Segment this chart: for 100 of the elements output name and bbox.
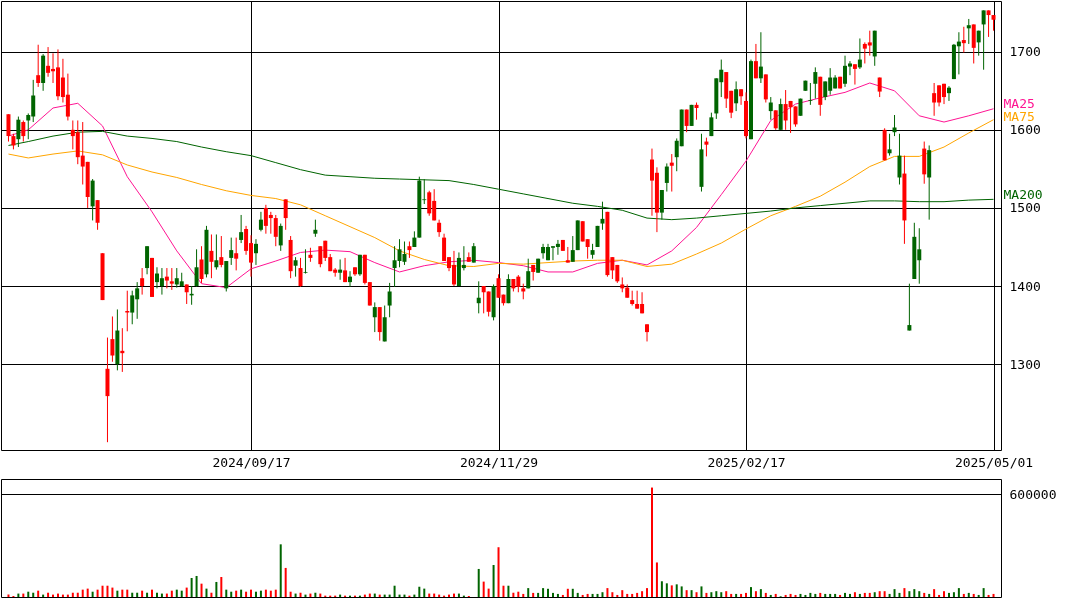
bar — [789, 593, 792, 597]
bar — [254, 591, 257, 597]
candlestick — [209, 233, 214, 279]
candlestick — [219, 235, 224, 268]
bar — [631, 593, 634, 597]
candlestick — [704, 137, 709, 157]
candlestick — [283, 198, 288, 231]
bar — [393, 585, 396, 597]
bar — [621, 590, 624, 597]
bar — [180, 590, 183, 597]
bar — [730, 593, 733, 597]
y-tick-label: 1500 — [1009, 200, 1041, 216]
bar — [794, 594, 797, 597]
bar — [581, 594, 584, 597]
bar — [685, 590, 688, 597]
bar — [665, 583, 668, 597]
bar — [759, 589, 762, 597]
bar — [245, 591, 248, 597]
series-label: MA200 — [1003, 187, 1043, 203]
candlestick — [130, 290, 135, 325]
bar — [952, 592, 955, 597]
candlestick — [966, 18, 971, 45]
bar — [913, 589, 916, 597]
bar — [551, 592, 554, 597]
bar — [710, 592, 713, 597]
candlestick — [21, 119, 26, 143]
candlestick — [278, 223, 283, 252]
bar — [992, 593, 995, 597]
candlestick — [239, 214, 244, 244]
bar — [908, 591, 911, 597]
candlestick — [793, 105, 798, 128]
candlestick — [808, 82, 813, 106]
bar — [591, 593, 594, 597]
candlestick — [570, 235, 575, 263]
bar — [561, 594, 564, 597]
bar — [240, 589, 243, 597]
candlestick — [427, 190, 432, 217]
bar — [888, 593, 891, 597]
y-tick-label: 1700 — [1009, 44, 1041, 60]
bar — [814, 593, 817, 597]
bar — [279, 544, 282, 597]
candlestick — [843, 55, 848, 88]
candlestick — [199, 245, 204, 284]
bar — [725, 591, 728, 597]
bar — [680, 586, 683, 597]
bar — [547, 588, 550, 597]
bar — [844, 592, 847, 597]
candlestick — [437, 219, 442, 238]
bar — [487, 588, 490, 597]
bar — [898, 592, 901, 597]
bar — [81, 589, 84, 597]
bar — [37, 590, 40, 597]
bar — [705, 592, 708, 597]
candlestick — [526, 258, 531, 289]
x-tick-label: 2025/05/01 — [954, 454, 1034, 470]
candlestick — [372, 301, 377, 333]
bar — [824, 593, 827, 597]
y-tick-label: 1600 — [1009, 122, 1041, 138]
candlestick — [976, 30, 981, 57]
candlestick — [541, 243, 546, 260]
bar — [938, 594, 941, 597]
candlestick — [338, 258, 343, 281]
bar — [809, 592, 812, 597]
bar — [259, 590, 262, 597]
bar — [418, 586, 421, 597]
bar — [641, 591, 644, 597]
candlestick — [258, 211, 263, 232]
bar — [190, 578, 193, 597]
candlestick — [734, 80, 739, 112]
candlestick — [768, 96, 773, 121]
bar — [883, 591, 886, 597]
candlestick — [669, 153, 674, 193]
bar — [611, 592, 614, 597]
candlestick — [140, 267, 145, 296]
bar — [596, 593, 599, 597]
bar — [235, 590, 238, 597]
candlestick — [46, 46, 51, 78]
candlestick — [65, 73, 70, 121]
bar — [858, 593, 861, 597]
candlestick — [753, 43, 758, 79]
bar — [601, 592, 604, 597]
bar — [423, 588, 426, 597]
bar — [829, 593, 832, 597]
candlestick — [303, 248, 308, 275]
bar — [576, 592, 579, 597]
bar — [873, 592, 876, 597]
bar — [943, 591, 946, 597]
bar — [195, 575, 198, 597]
candlestick — [159, 267, 164, 296]
bar — [982, 588, 985, 597]
bar — [754, 591, 757, 597]
candlestick — [194, 248, 199, 288]
candlestick — [273, 214, 278, 247]
bar — [863, 592, 866, 597]
bar — [878, 591, 881, 597]
bar — [670, 585, 673, 597]
candlestick — [298, 257, 303, 288]
candlestick — [471, 242, 476, 264]
y-tick-label: 600000 — [1009, 486, 1057, 502]
bar — [740, 593, 743, 597]
